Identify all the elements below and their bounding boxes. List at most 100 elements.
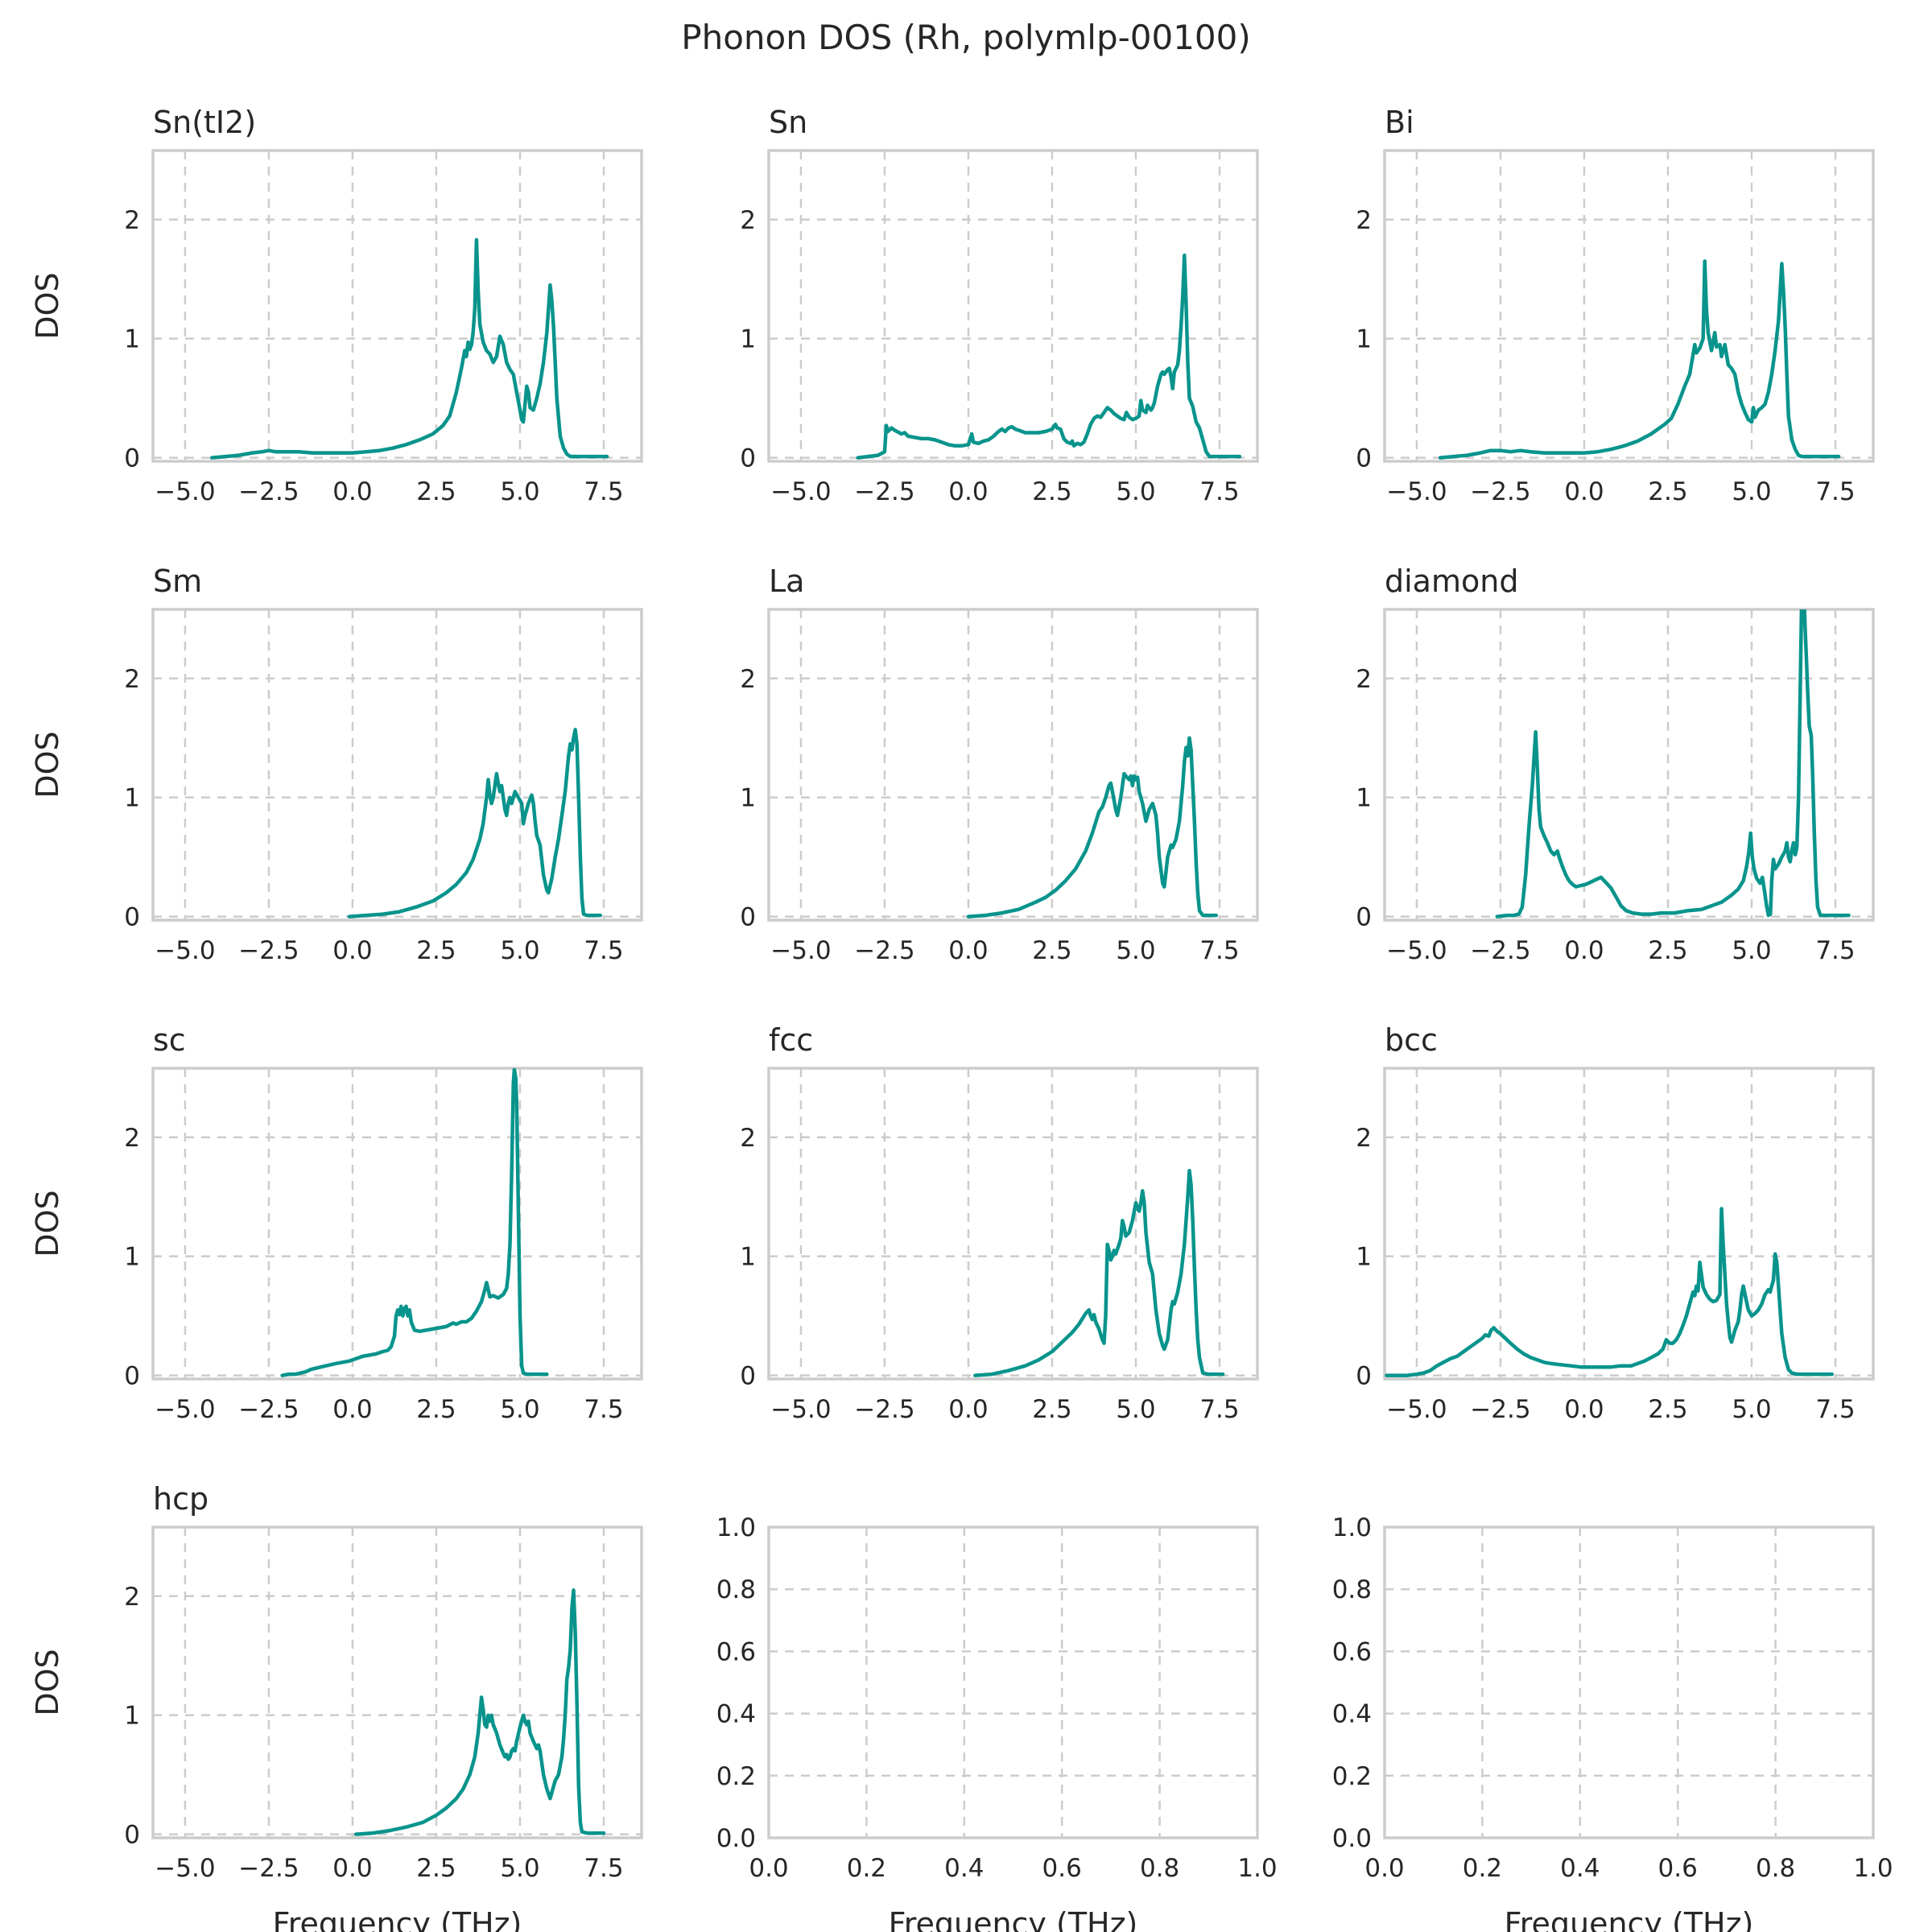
axes-frame [1383, 1067, 1875, 1381]
subplot-title: Sn [769, 105, 807, 140]
axes-frame [151, 1067, 643, 1381]
y-tick-label: 0 [1356, 903, 1372, 932]
x-tick-label: 0.0 [1364, 1854, 1404, 1883]
x-tick-label: 5.0 [500, 1854, 539, 1883]
x-tick-label: 0.6 [1658, 1854, 1698, 1883]
x-tick-label: −5.0 [770, 477, 831, 506]
axes-frame [767, 1525, 1259, 1839]
x-tick-label: −5.0 [155, 477, 215, 506]
dos-curve [856, 253, 1242, 460]
subplot-hcp: −5.0 −2.5 0.0 2.5 5.0 7.5 0 1 2 hcp Frequency (THz… [30, 1481, 643, 1932]
subplot-title: fcc [769, 1022, 813, 1058]
dos-curve [1385, 1207, 1835, 1377]
y-tick-label: 1 [1356, 1243, 1372, 1272]
x-tick-label: 7.5 [1199, 477, 1239, 506]
x-axis-label: Frequency (THz) [273, 1906, 522, 1932]
dos-curve [347, 728, 603, 919]
x-axis-label: Frequency (THz) [889, 1906, 1138, 1932]
axes-frame [151, 1525, 643, 1839]
y-tick-label: 0 [1356, 444, 1372, 473]
x-tick-label: 7.5 [584, 1395, 623, 1424]
x-tick-label: 1.0 [1853, 1854, 1893, 1883]
x-tick-label: 7.5 [584, 477, 623, 506]
figure-title: Phonon DOS (Rh, polymlp-00100) [681, 18, 1251, 57]
x-tick-label: −2.5 [854, 1395, 914, 1424]
x-tick-label: 5.0 [1116, 477, 1155, 506]
axes-frame [1383, 608, 1875, 922]
x-tick-label: 2.5 [1032, 1395, 1071, 1424]
x-tick-label: −5.0 [1386, 1395, 1447, 1424]
x-tick-label: 2.5 [1032, 477, 1071, 506]
x-tick-label: 7.5 [584, 1854, 623, 1883]
y-tick-label: 1 [1356, 325, 1372, 354]
x-tick-label: 7.5 [1815, 1395, 1855, 1424]
axes-frame [767, 149, 1259, 463]
x-tick-label: −2.5 [238, 1395, 299, 1424]
x-tick-label: 5.0 [500, 936, 539, 965]
y-axis-label: DOS [30, 731, 65, 798]
subplot-title: Sm [153, 564, 202, 599]
dos-curve [209, 237, 609, 460]
subplot-sc: −5.0 −2.5 0.0 2.5 5.0 7.5 0 1 2 sc DOS [30, 1022, 643, 1424]
x-tick-label: 2.5 [416, 477, 456, 506]
y-tick-label: 2 [740, 1124, 756, 1153]
subplot-fcc: −5.0 −2.5 0.0 2.5 5.0 7.5 0 1 2 fcc [740, 1022, 1259, 1424]
x-tick-label: −5.0 [770, 1395, 831, 1424]
x-tick-label: −5.0 [1386, 477, 1447, 506]
x-tick-label: 0.0 [948, 477, 988, 506]
y-tick-label: 2 [740, 206, 756, 235]
x-tick-label: −2.5 [1470, 477, 1530, 506]
x-tick-label: −5.0 [770, 936, 831, 965]
y-tick-label: 0.8 [1332, 1575, 1372, 1604]
y-tick-label: 2 [1356, 665, 1372, 694]
dos-curve [1495, 609, 1851, 919]
y-tick-label: 0 [1356, 1362, 1372, 1391]
x-tick-label: 2.5 [1648, 477, 1687, 506]
x-tick-label: 0.4 [944, 1854, 984, 1883]
x-tick-label: 0.8 [1756, 1854, 1795, 1883]
subplot-sn: −5.0 −2.5 0.0 2.5 5.0 7.5 0 1 2 Sn [740, 105, 1259, 506]
x-tick-label: 5.0 [1116, 936, 1155, 965]
y-tick-label: 1 [740, 784, 756, 813]
y-tick-label: 0 [124, 1362, 140, 1391]
x-tick-label: −5.0 [155, 1854, 215, 1883]
y-tick-label: 1 [124, 784, 140, 813]
dos-curve [353, 1588, 606, 1836]
subplot-empty-1: 0.0 0.2 0.4 0.6 0.8 1.0 0.0 0.2 0.4 0.6 0.8 1.0 Freq… [716, 1513, 1278, 1932]
axes-frame [767, 1067, 1259, 1381]
x-tick-label: 5.0 [500, 1395, 539, 1424]
dos-curve [1438, 259, 1841, 460]
x-tick-label: 2.5 [416, 1854, 456, 1883]
x-tick-label: 7.5 [1199, 936, 1239, 965]
subplot-title: bcc [1385, 1022, 1438, 1058]
y-tick-label: 0.2 [1332, 1762, 1372, 1791]
y-tick-label: 1 [740, 325, 756, 354]
y-tick-label: 0 [124, 444, 140, 473]
y-axis-label: DOS [30, 1649, 65, 1715]
subplot-title: Bi [1385, 105, 1414, 140]
x-tick-label: 0.0 [948, 936, 988, 965]
y-tick-label: 2 [124, 665, 140, 694]
y-tick-label: 0.6 [716, 1637, 756, 1666]
y-tick-label: 0.0 [716, 1824, 756, 1853]
x-tick-label: −2.5 [238, 477, 299, 506]
x-tick-label: 5.0 [1732, 477, 1771, 506]
subplot-bcc: −5.0 −2.5 0.0 2.5 5.0 7.5 0 1 2 bcc [1356, 1022, 1875, 1424]
dos-curve [973, 1168, 1225, 1377]
x-tick-label: −5.0 [1386, 936, 1447, 965]
y-tick-label: 0 [124, 1821, 140, 1850]
subplot-title: diamond [1385, 564, 1518, 599]
axes-frame [1383, 149, 1875, 463]
y-axis-label: DOS [30, 272, 65, 339]
y-tick-label: 2 [1356, 206, 1372, 235]
axes-frame [767, 608, 1259, 922]
y-tick-label: 1 [740, 1243, 756, 1272]
x-tick-label: 7.5 [584, 936, 623, 965]
y-tick-label: 2 [124, 1124, 140, 1153]
y-tick-label: 1.0 [716, 1513, 756, 1542]
subplot-la: −5.0 −2.5 0.0 2.5 5.0 7.5 0 1 2 La [740, 564, 1259, 965]
x-tick-label: 2.5 [416, 1395, 456, 1424]
y-tick-label: 2 [1356, 1124, 1372, 1153]
subplot-title: sc [153, 1022, 186, 1058]
y-tick-label: 0.0 [1332, 1824, 1372, 1853]
